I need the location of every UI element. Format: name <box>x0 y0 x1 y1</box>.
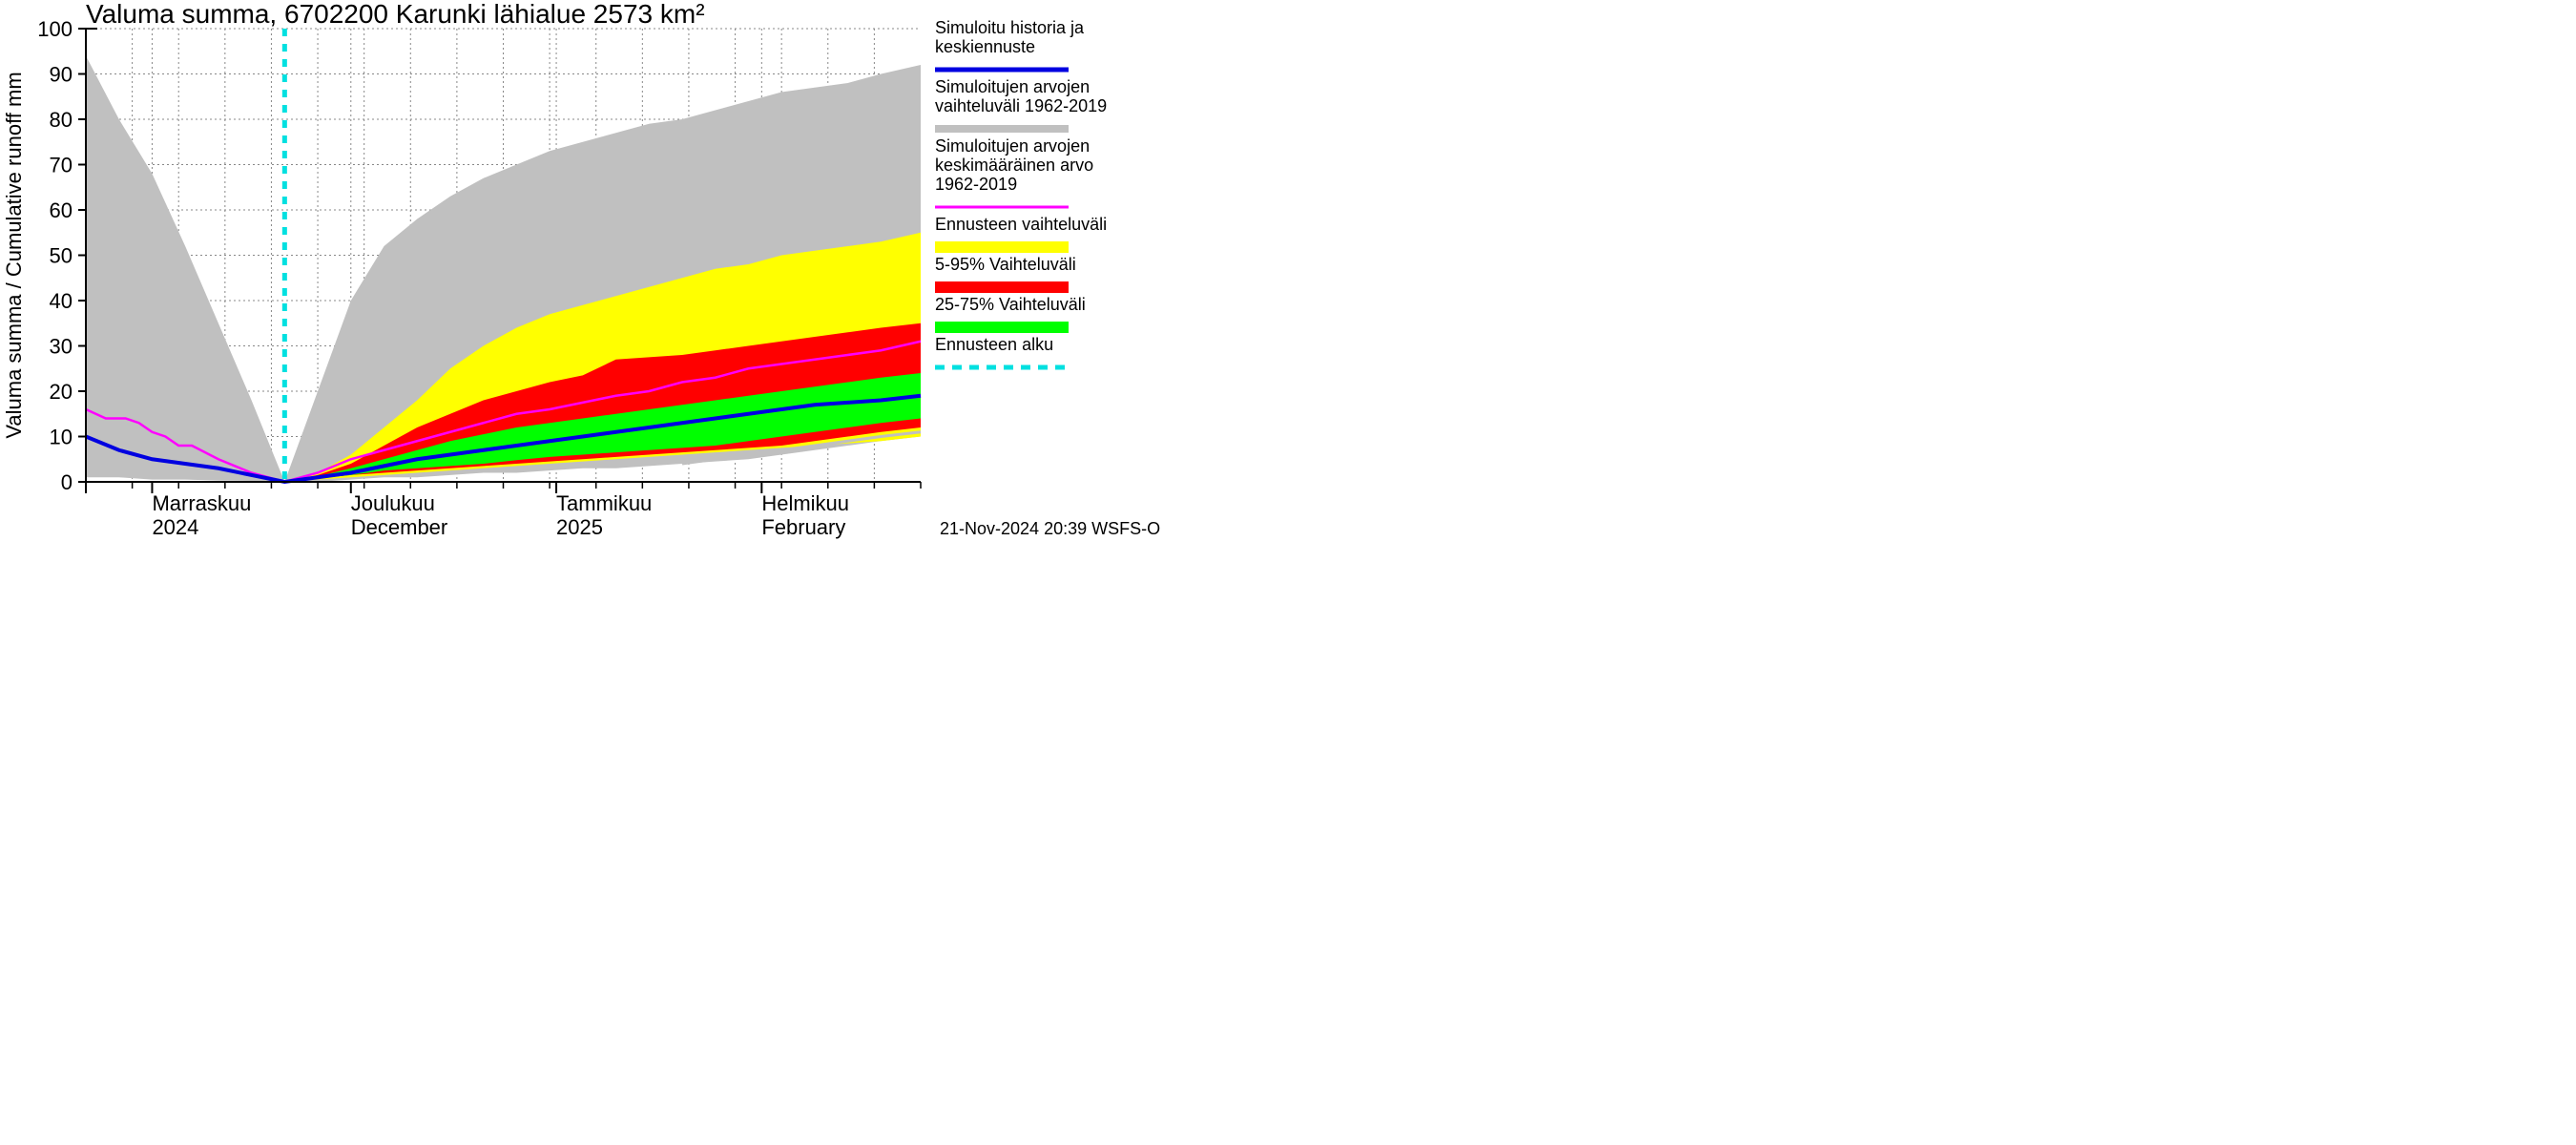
svg-text:40: 40 <box>50 289 73 313</box>
svg-text:2025: 2025 <box>556 515 603 539</box>
legend-label: Simuloitu historia ja <box>935 18 1085 37</box>
svg-text:90: 90 <box>50 63 73 87</box>
legend-label: vaihteluväli 1962-2019 <box>935 96 1107 115</box>
svg-text:December: December <box>351 515 447 539</box>
legend-label: keskiennuste <box>935 37 1035 56</box>
legend-label: Simuloitujen arvojen <box>935 77 1090 96</box>
legend-label: Ennusteen vaihteluväli <box>935 215 1107 234</box>
svg-text:50: 50 <box>50 244 73 268</box>
svg-text:80: 80 <box>50 108 73 132</box>
svg-text:Tammikuu: Tammikuu <box>556 491 652 515</box>
svg-text:Joulukuu: Joulukuu <box>351 491 435 515</box>
svg-text:20: 20 <box>50 380 73 404</box>
svg-text:Helmikuu: Helmikuu <box>761 491 849 515</box>
legend-label: Simuloitujen arvojen <box>935 136 1090 156</box>
svg-text:February: February <box>761 515 845 539</box>
svg-text:Marraskuu: Marraskuu <box>152 491 251 515</box>
legend-label: Ennusteen alku <box>935 335 1053 354</box>
legend-label: 25-75% Vaihteluväli <box>935 295 1086 314</box>
svg-text:0: 0 <box>61 470 73 494</box>
legend-label: 1962-2019 <box>935 175 1017 194</box>
chart-title: Valuma summa, 6702200 Karunki lähialue 2… <box>86 0 705 29</box>
svg-text:30: 30 <box>50 335 73 359</box>
legend-label: keskimääräinen arvo <box>935 156 1093 175</box>
chart-footer: 21-Nov-2024 20:39 WSFS-O <box>940 519 1160 538</box>
y-axis-label: Valuma summa / Cumulative runoff mm <box>2 72 26 438</box>
svg-text:60: 60 <box>50 198 73 222</box>
runoff-chart: 0 10 20 30 40 50 60 70 80 90 100 Marraskuu2024 Joulu… <box>0 0 1288 572</box>
svg-text:70: 70 <box>50 154 73 177</box>
svg-text:10: 10 <box>50 426 73 449</box>
legend-label: 5-95% Vaihteluväli <box>935 255 1076 274</box>
svg-text:100: 100 <box>37 17 73 41</box>
svg-text:2024: 2024 <box>152 515 198 539</box>
